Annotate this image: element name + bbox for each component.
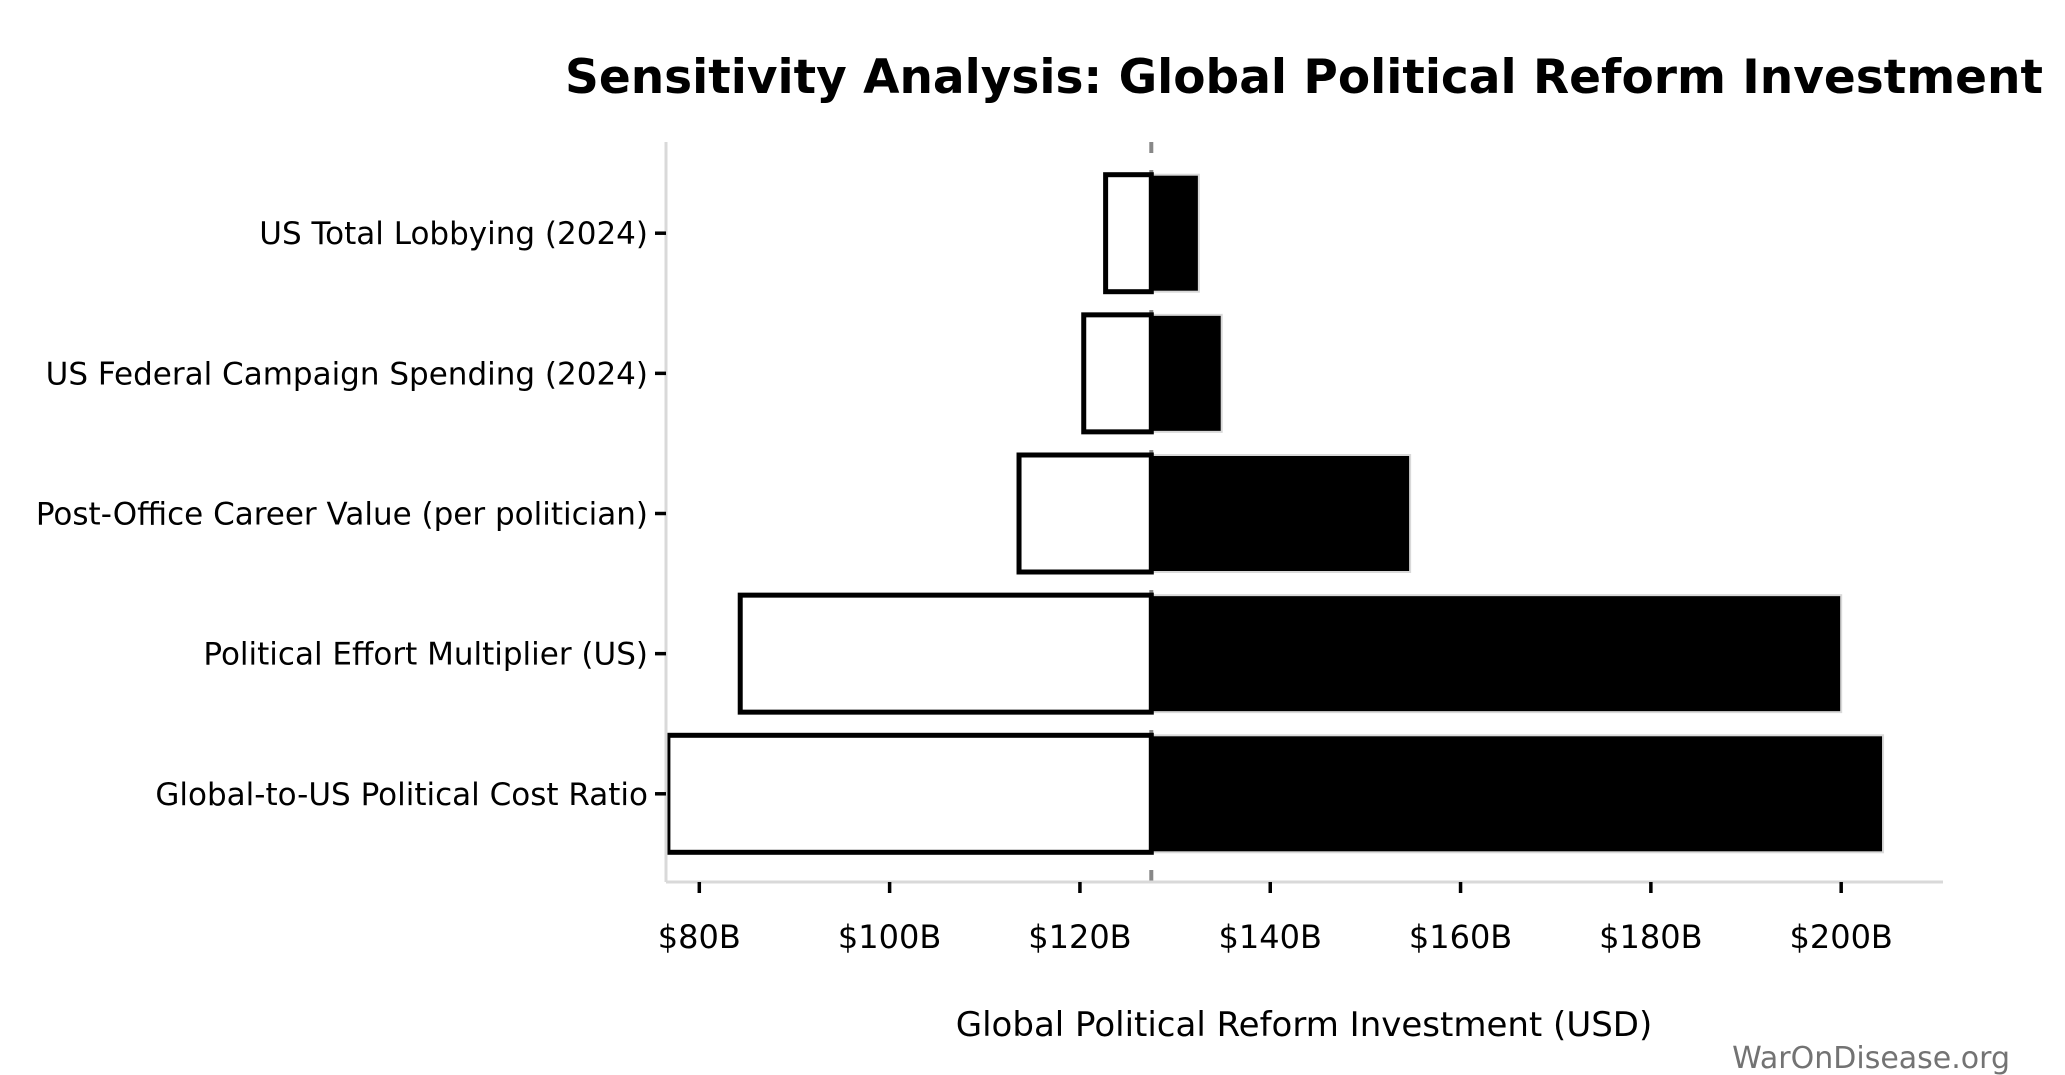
bar-high [1150,173,1200,293]
bar-low [1016,452,1154,575]
x-tick-label: $100B [838,918,941,956]
bar-low [1103,172,1154,295]
x-tick-label: $80B [658,918,741,956]
bar-high [1150,454,1412,573]
bar-high [1150,594,1843,714]
x-tick-label: $160B [1409,918,1512,956]
x-tick-label: $180B [1599,918,1702,956]
bar-high [1150,734,1885,854]
bars-group [665,172,1885,855]
bar-high [1150,313,1223,433]
bar-low [665,732,1154,855]
watermark: WarOnDisease.org [1732,1041,2010,1075]
y-tick-label: US Federal Campaign Spending (2024) [46,356,648,392]
x-tick-label: $200B [1789,918,1892,956]
bar-low [1081,312,1154,435]
x-axis-title: Global Political Reform Investment (USD) [956,1005,1652,1045]
chart-title: Sensitivity Analysis: Global Political R… [565,50,2043,105]
x-tick-label: $140B [1219,918,1322,956]
axes-group: $80B $100B $120B $140B $160B $180B $200B US Tot… [36,142,1943,956]
y-tick-label: Global-to-US Political Cost Ratio [155,777,648,813]
y-tick-label: US Total Lobbying (2024) [259,216,648,252]
y-tick-label: Political Effort Multiplier (US) [203,637,648,673]
x-tick-label: $120B [1028,918,1131,956]
bar-low [737,592,1154,715]
y-tick-label: Post-Office Career Value (per politician… [36,497,648,533]
